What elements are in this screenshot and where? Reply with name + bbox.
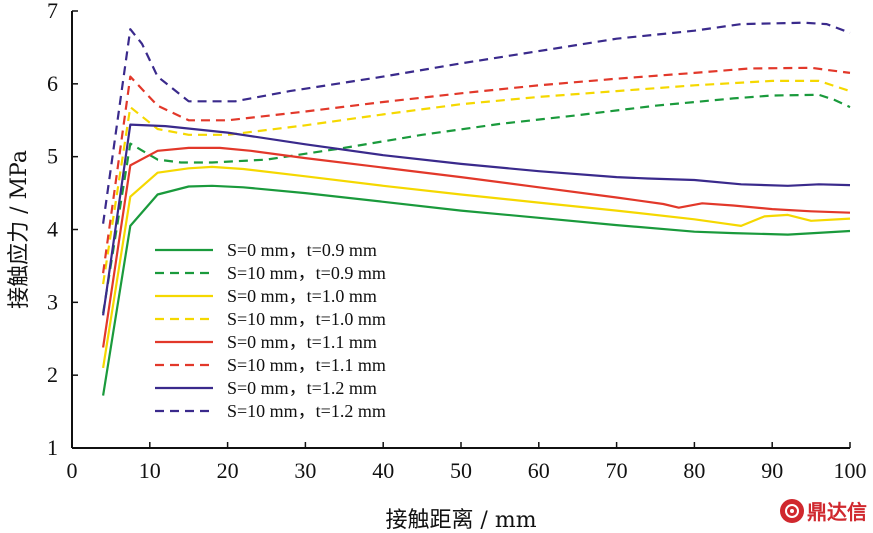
watermark-logo-icon [780,498,804,523]
legend: S=0 mm，t=0.9 mm S=10 mm，t=0.9 mm S=0 mm，t=… [155,240,386,421]
y-tick-label: 2 [47,362,58,387]
y-tick-label: 1 [47,435,58,460]
y-tick-label: 5 [47,144,58,169]
y-tick-label: 7 [47,0,58,23]
x-axis-title: 接触距离 / mm [385,508,536,533]
legend-label-1: S=0 mm，t=0.9 mm [227,240,377,260]
x-tick-label: 70 [606,458,628,483]
legend-label-2: S=10 mm，t=0.9 mm [227,263,386,283]
y-ticks: 1 2 3 4 5 6 7 [47,0,78,460]
series-line-1 [102,184,851,396]
series-line-8 [102,21,851,224]
series-line-5 [102,146,851,348]
watermark: 鼎达信 [780,496,867,525]
y-tick-label: 6 [47,71,58,96]
y-tick-label: 4 [47,217,58,242]
legend-label-6: S=10 mm，t=1.1 mm [227,355,386,375]
axes: 0 10 20 30 40 50 60 70 80 90 100 1 2 3 4 5 6 7 [47,0,867,483]
legend-label-3: S=0 mm，t=1.0 mm [227,286,377,306]
y-axis-title: 接触应力 / MPa [7,150,32,309]
series-line-4 [102,79,851,285]
y-tick-label: 3 [47,289,58,314]
legend-label-8: S=10 mm，t=1.2 mm [227,401,386,421]
legend-label-5: S=0 mm，t=1.1 mm [227,332,377,352]
x-tick-label: 0 [67,458,78,483]
x-tick-label: 50 [450,458,472,483]
legend-label-7: S=0 mm，t=1.2 mm [227,378,377,398]
x-tick-label: 60 [528,458,550,483]
x-tick-label: 10 [139,458,161,483]
x-tick-label: 40 [372,458,394,483]
x-tick-label: 30 [294,458,316,483]
x-tick-label: 100 [834,458,867,483]
series-layer [102,21,851,396]
watermark-text: 鼎达信 [807,500,867,524]
x-tick-label: 80 [683,458,705,483]
series-line-3 [102,165,851,369]
series-line-6 [102,66,851,274]
legend-label-4: S=10 mm，t=1.0 mm [227,309,386,329]
x-ticks: 0 10 20 30 40 50 60 70 80 90 100 [67,442,867,483]
series-line-7 [102,123,851,316]
x-tick-label: 90 [761,458,783,483]
x-tick-label: 20 [217,458,239,483]
series-line-2 [102,93,851,314]
